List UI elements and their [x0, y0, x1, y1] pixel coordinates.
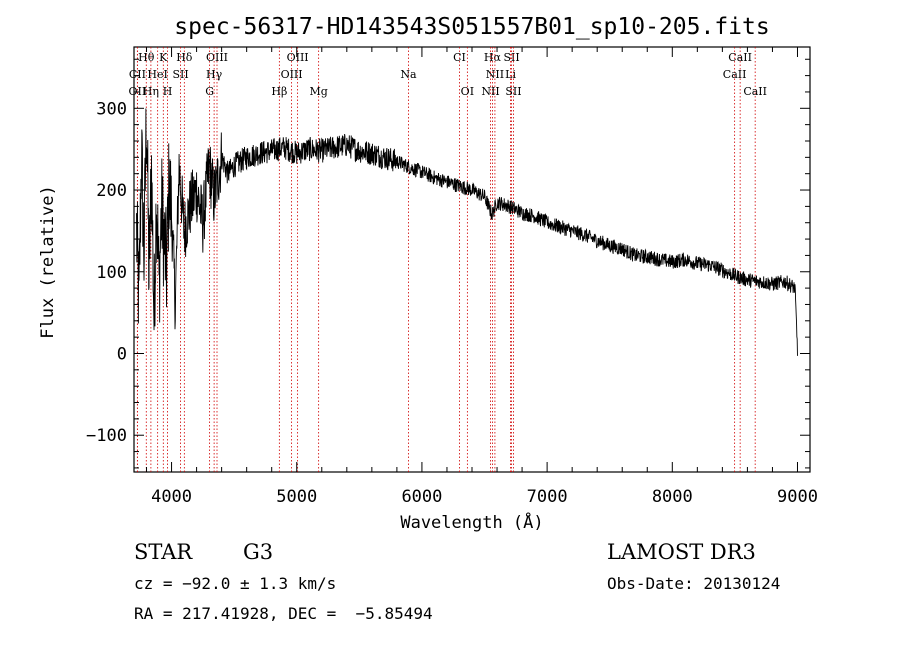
- line-marker-label-8: CaII: [728, 51, 752, 64]
- line-marker-label-23: Mg: [309, 85, 327, 98]
- line-marker-label-22: Hβ: [271, 85, 287, 98]
- x-tick-label-3: 7000: [527, 487, 568, 507]
- y-tick-label-2: 100: [96, 263, 127, 283]
- line-marker-label-17: CaII: [723, 68, 747, 81]
- line-marker-label-19: Hη: [143, 85, 159, 98]
- line-marker-label-6: Hα: [484, 51, 502, 64]
- object-class: STAR: [134, 540, 193, 564]
- redshift-text: cz = −92.0 ± 1.3 km/s: [134, 574, 337, 593]
- line-marker-label-14: Na: [400, 68, 417, 81]
- line-marker-label-13: OIII: [281, 68, 303, 81]
- line-marker-label-21: G: [205, 85, 214, 98]
- y-axis-label: Flux (relative): [38, 185, 58, 339]
- line-marker-label-15: NII: [486, 68, 504, 81]
- line-marker-label-16: Li: [505, 68, 516, 81]
- line-marker-label-7: SII: [503, 51, 519, 64]
- x-axis-label: Wavelength (Å): [400, 511, 543, 533]
- object-subclass: G3: [243, 540, 274, 564]
- chart-title: spec-56317-HD143543S051557B01_sp10-205.f…: [174, 14, 769, 40]
- obs-date-text: Obs-Date: 20130124: [607, 574, 781, 593]
- line-marker-label-5: CI: [453, 51, 466, 64]
- flux-series-line-0: [136, 108, 798, 356]
- line-marker-label-26: SII: [505, 85, 521, 98]
- survey-name: LAMOST DR3: [607, 540, 756, 564]
- line-marker-label-9: CII: [129, 68, 146, 81]
- line-marker-label-0: Hθ: [138, 51, 155, 64]
- line-marker-label-20: H: [163, 85, 173, 98]
- line-marker-label-11: SII: [172, 68, 188, 81]
- coordinates-text: RA = 217.41928, DEC = −5.85494: [134, 604, 433, 623]
- y-tick-label-3: 200: [96, 181, 127, 201]
- y-tick-label-4: 300: [96, 99, 127, 119]
- line-marker-label-24: OI: [461, 85, 474, 98]
- y-tick-label-0: −100: [86, 426, 127, 446]
- y-tick-label-1: 0: [117, 344, 127, 364]
- x-tick-label-5: 9000: [777, 487, 818, 507]
- line-marker-label-10: HeI: [147, 68, 167, 81]
- x-tick-label-2: 6000: [401, 487, 442, 507]
- line-marker-label-3: OIII: [206, 51, 228, 64]
- x-tick-label-0: 4000: [151, 487, 192, 507]
- plot-frame: [133, 46, 811, 473]
- line-marker-label-1: K: [159, 51, 168, 64]
- line-marker-label-12: Hγ: [206, 68, 223, 81]
- series-group: [136, 108, 798, 356]
- axes: 4000 5000 6000 7000 8000 9000 −100 0 100 200 300: [86, 47, 818, 507]
- line-marker-label-27: CaII: [743, 85, 767, 98]
- x-tick-label-1: 5000: [276, 487, 317, 507]
- x-tick-label-4: 8000: [652, 487, 693, 507]
- line-marker-label-2: Hδ: [176, 51, 193, 64]
- line-marker-label-25: NII: [481, 85, 499, 98]
- line-marker-label-4: OIII: [287, 51, 309, 64]
